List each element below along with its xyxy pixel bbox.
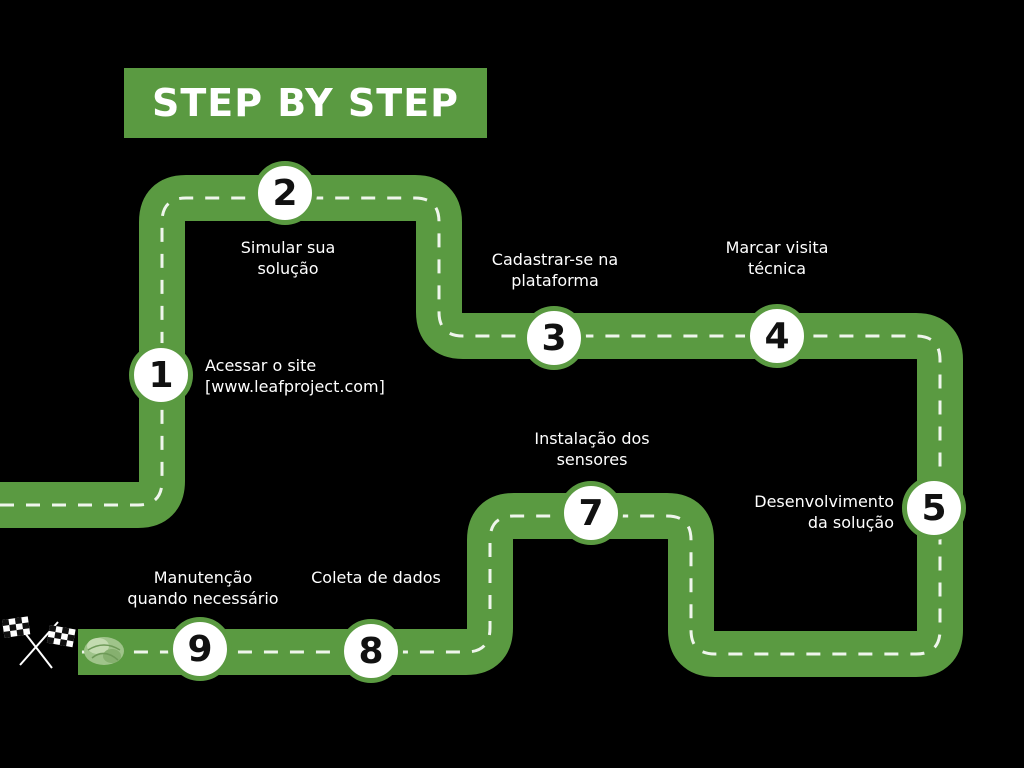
checkered-flags-icon [2, 616, 76, 669]
step-label-4: Marcar visita técnica [725, 238, 829, 278]
step-marker-5: 5 [902, 476, 966, 540]
step-marker-8: 8 [339, 619, 403, 683]
step-marker-4: 4 [745, 304, 809, 368]
step-marker-9: 9 [168, 617, 232, 681]
page-title: STEP BY STEP [151, 81, 460, 125]
step-label-9: Manutenção quando necessário [127, 568, 279, 608]
step-marker-3: 3 [522, 306, 586, 370]
step-label-1: Acessar o site [www.leafproject.com] [205, 356, 385, 396]
step-label-3: Cadastrar-se na plataforma [491, 250, 619, 290]
lettuce-icon [84, 637, 124, 665]
step-marker-2: 2 [253, 161, 317, 225]
step-marker-1: 1 [129, 343, 193, 407]
step-label-5: Desenvolvimento da solução [754, 492, 894, 532]
step-number: 2 [272, 172, 298, 214]
step-number: 9 [187, 628, 213, 670]
step-label-7: Instalação dos sensores [534, 429, 650, 469]
step-number: 8 [358, 630, 384, 672]
step-number: 7 [578, 492, 604, 534]
step-number: 3 [541, 317, 567, 359]
step-number: 4 [764, 315, 790, 357]
step-label-2: Simular sua solução [240, 238, 336, 278]
title-banner: STEP BY STEP [124, 68, 487, 138]
step-label-8: Coleta de dados [311, 568, 441, 587]
step-number: 1 [148, 354, 174, 396]
step-number: 5 [921, 487, 947, 529]
step-marker-7: 7 [559, 481, 623, 545]
